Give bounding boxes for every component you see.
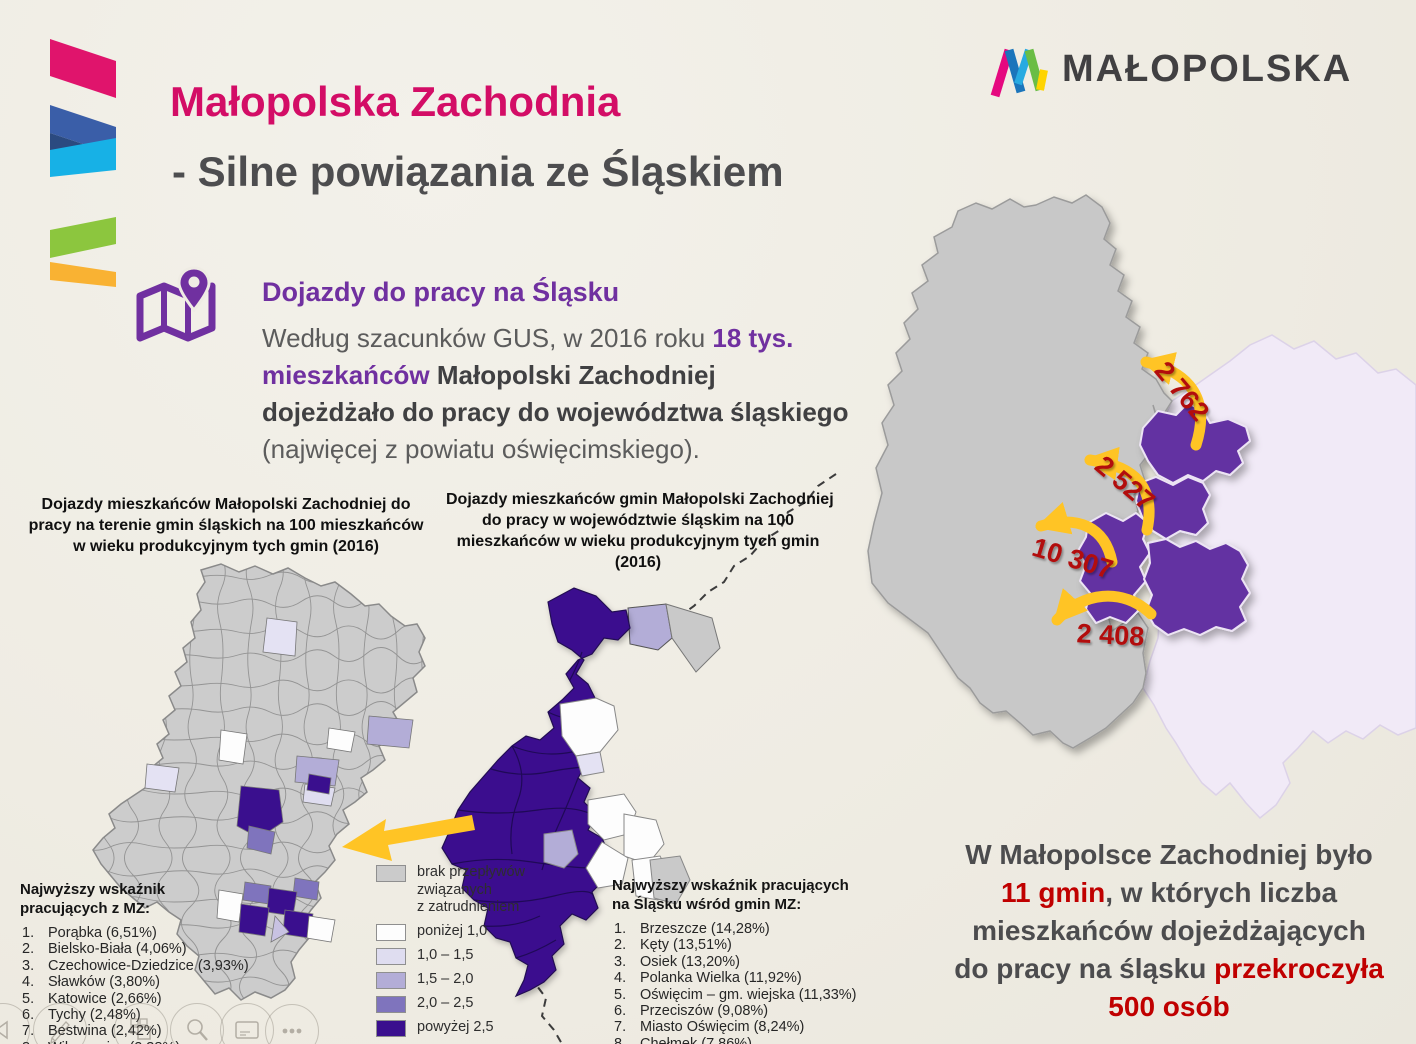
- list-item: Bielsko-Biała (4,06%): [22, 941, 187, 958]
- list-item: Miasto Oświęcim (8,24%): [614, 1019, 805, 1036]
- choropleth-legend: brak przepływów związanych z zatrudnieni…: [376, 864, 526, 1043]
- conclusion-text: W Małopolsce Zachodniej było 11 gmin, w …: [954, 839, 1384, 1022]
- list-item: Kęty (13,51%): [614, 937, 732, 954]
- list-item: Katowice (2,66%): [22, 990, 162, 1008]
- pen-icon: [50, 1021, 70, 1044]
- ranking-mz-heading: Najwyższy wskaźnik pracujących na Śląsku…: [612, 877, 849, 913]
- legend-swatch: [376, 865, 406, 882]
- ellipsis-icon: [282, 1028, 302, 1034]
- list-item: Przeciszów (9,08%): [614, 1003, 769, 1020]
- legend-swatch: [376, 1019, 406, 1037]
- list-item: Osiek (13,20%): [614, 953, 740, 971]
- link-arrow: [342, 815, 475, 861]
- map-location-icon: [136, 266, 216, 342]
- silesia-map-title: Dojazdy mieszkańców Małopolski Zachodnie…: [28, 496, 424, 555]
- legend-swatch: [376, 971, 406, 989]
- list-item: Czechowice-Dziedzice (3,93%): [22, 957, 249, 975]
- ranking-mz-list: Brzeszcze (14,28%) Kęty (13,51%) Osiek (…: [612, 921, 862, 1044]
- list-item: Brzeszcze (14,28%): [614, 921, 770, 938]
- legend-row: 1,0 – 1,5: [376, 947, 526, 965]
- mz-gmina-light: [627, 603, 673, 651]
- ranking-mz: Najwyższy wskaźnik pracujących na Śląsku…: [612, 876, 862, 1044]
- intro-heading: Dojazdy do pracy na Śląsku: [262, 277, 620, 307]
- legend-swatch: [376, 923, 406, 941]
- legend-row: powyżej 2,5: [376, 1019, 526, 1037]
- malopolska-logo-icon: [990, 48, 1048, 98]
- intro-line-4: (najwięcej z powiatu oświęcimskiego).: [262, 434, 700, 464]
- malopolska-logo: MAŁOPOLSKA: [988, 40, 1352, 98]
- back-arrow-icon: [0, 1020, 8, 1040]
- list-item: Chełmek (7,86%): [614, 1035, 753, 1044]
- legend-row: brak przepływów związanych z zatrudnieni…: [376, 864, 526, 917]
- intro-line-1: Według szacunków GUS, w 2016 roku 18 tys…: [262, 323, 794, 353]
- mz-gminas-low-values: [543, 697, 691, 905]
- legend-row: poniżej 1,0: [376, 923, 526, 941]
- slides-grid-icon: [130, 1018, 151, 1040]
- page-title: Małopolska Zachodnia: [170, 78, 621, 125]
- legend-row: 1,5 – 2,0: [376, 971, 526, 989]
- magnifier-icon: [187, 1019, 208, 1041]
- intro-paragraph: Według szacunków GUS, w 2016 roku 18 tys…: [262, 320, 849, 468]
- mz-gminas-choropleth-map: [441, 473, 837, 1044]
- legend-swatch: [376, 947, 406, 965]
- legend-row: 2,0 – 2,5: [376, 995, 526, 1013]
- intro-line-3: dojeżdżało do pracy do województwa śląsk…: [262, 397, 849, 427]
- mz-gmina-gray: [665, 603, 721, 673]
- page-subtitle: - Silne powiązania ze Śląskiem: [172, 148, 784, 195]
- list-item: Porąbka (6,51%): [22, 925, 157, 942]
- silesia-voivodeship-outline: [92, 563, 426, 1001]
- flow-arrows: [1035, 352, 1207, 626]
- highlighted-gminas: [144, 617, 414, 943]
- brand-chevrons-decoration: [50, 39, 116, 287]
- screen-icon: [235, 1021, 259, 1039]
- ranking-silesia-heading: Najwyższy wskaźnik pracujących z MZ:: [20, 881, 166, 917]
- silesia-gminas-choropleth-map: [92, 563, 426, 1001]
- list-item: Oświęcim – gm. wiejska (11,33%): [614, 986, 857, 1004]
- intro-line-2: mieszkańców Małopolski Zachodniej: [262, 360, 716, 390]
- list-item: Polanka Wielka (11,92%): [614, 970, 802, 987]
- list-item: Sławków (3,80%): [22, 974, 161, 991]
- mz-map-title: Dojazdy mieszkańców gmin Małopolski Zach…: [446, 491, 834, 571]
- list-item: Wilamowice (2,38%): [20, 1040, 255, 1044]
- malopolska-logo-text: MAŁOPOLSKA: [1062, 47, 1353, 90]
- flow-label: 2 408: [1076, 618, 1145, 651]
- silesia-commute-flow-map: 2 762 2 527 10 307 2 408: [867, 194, 1416, 820]
- legend-swatch: [376, 995, 406, 1013]
